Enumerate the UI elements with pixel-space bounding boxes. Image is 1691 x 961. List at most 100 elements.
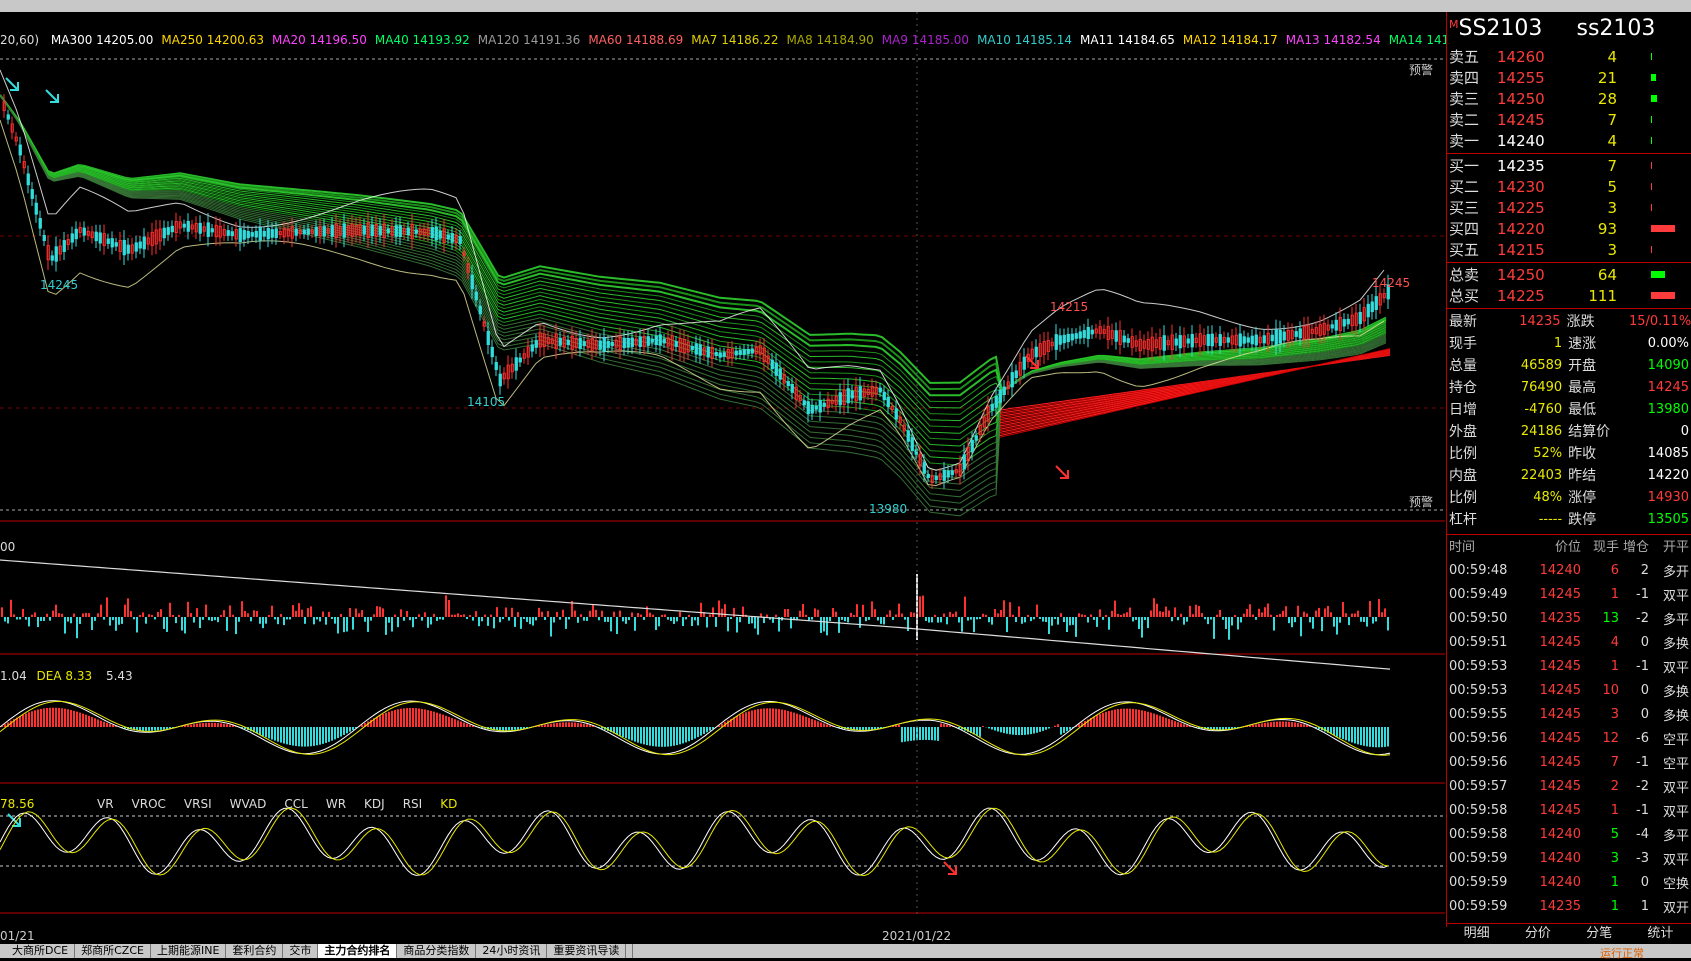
book-row-volume: 4 <box>1607 47 1617 66</box>
candle-body <box>890 406 894 410</box>
indicator-tab-rsi[interactable]: RSI <box>402 797 423 811</box>
book-row-price: 14230 <box>1497 177 1545 196</box>
candle-body <box>1054 334 1058 350</box>
ma-legend-prefix: 20,60) <box>0 33 40 47</box>
macd-line <box>0 700 1391 756</box>
indicator-tab-vroc[interactable]: VROC <box>131 797 166 811</box>
stat-row: 最新 14235 涨跌 15/0.11% <box>1449 310 1691 332</box>
trade-type: 双平 <box>1662 780 1689 796</box>
indicator-tab-ccl[interactable]: CCL <box>284 797 308 811</box>
trades-header-cell: 现手 <box>1592 540 1619 555</box>
indicator-tab-vrsi[interactable]: VRSI <box>183 797 212 811</box>
book-row-price: 14250 <box>1497 265 1545 284</box>
trade-type: 空平 <box>1662 756 1689 772</box>
candle-body <box>166 227 170 235</box>
panel-tab[interactable]: 统计 <box>1629 923 1691 943</box>
bottom-tab[interactable]: 大商所DCE <box>6 944 76 958</box>
panel-tab[interactable]: 明细 <box>1446 923 1508 943</box>
x-axis-left-date: 01/21 <box>0 929 35 943</box>
indicator-tab-vr[interactable]: VR <box>97 797 114 811</box>
bottom-tab[interactable]: 重要资讯导读 <box>547 944 627 958</box>
bottom-tab[interactable]: 商品分类指数 <box>397 944 477 958</box>
candle-body <box>646 336 650 346</box>
stat-value-2: 14245 <box>1647 379 1690 395</box>
kline-chart-area[interactable] <box>0 12 1445 927</box>
candle-body <box>390 226 394 236</box>
price-chart-svg[interactable] <box>0 12 1445 927</box>
bottom-tab[interactable]: 套利合约 <box>226 944 284 958</box>
panel-tab[interactable]: 分笔 <box>1568 923 1630 943</box>
panel-tab[interactable]: 分价 <box>1507 923 1569 943</box>
candle-body <box>522 353 526 359</box>
candle-body <box>802 400 806 406</box>
candle-body <box>1350 314 1354 327</box>
stat-value: 76490 <box>1520 379 1563 395</box>
ma-ribbon-red-line <box>999 348 1391 438</box>
indicator-tab-kd[interactable]: KD <box>440 797 458 811</box>
candle-body <box>858 386 862 401</box>
indicator-tab-wvad[interactable]: WVAD <box>229 797 267 811</box>
book-volume-bar <box>1651 116 1652 123</box>
ma-legend-item: MA60 14188.69 <box>588 33 684 47</box>
stat-label: 持仓 <box>1449 380 1477 396</box>
stat-label: 内盘 <box>1449 468 1477 484</box>
candle-body <box>1186 338 1190 344</box>
candle-body <box>358 224 362 236</box>
candle-body <box>206 222 210 237</box>
candle-body <box>486 330 490 346</box>
trade-price: 14245 <box>1539 802 1581 818</box>
candle-body <box>26 173 30 186</box>
candle-body <box>578 337 582 349</box>
candle-body <box>738 350 742 355</box>
candle-body <box>918 453 922 467</box>
candle-body <box>566 339 570 345</box>
candle-body <box>334 223 338 239</box>
candle-body <box>930 475 934 484</box>
candle-body <box>142 236 146 250</box>
book-row-price: 14260 <box>1497 47 1545 66</box>
candle-body <box>614 339 618 348</box>
book-row-label: 卖四 <box>1449 69 1480 87</box>
candle-body <box>298 229 302 235</box>
book-volume-bar <box>1651 95 1657 102</box>
candle-body <box>954 469 958 474</box>
bottom-tab[interactable]: 交市 <box>283 944 319 958</box>
book-row-price: 14255 <box>1497 68 1545 87</box>
window-toolbar <box>0 0 1691 12</box>
candle-body <box>674 341 678 347</box>
candle-body <box>950 470 954 476</box>
candle-body <box>1374 296 1378 311</box>
candle-body <box>622 337 626 349</box>
candle-body <box>874 386 878 395</box>
stat-value-2: 15/0.11% <box>1628 313 1691 329</box>
trade-price: 14245 <box>1539 586 1581 602</box>
book-row-label: 总卖 <box>1449 266 1480 284</box>
bottom-tab[interactable]: 上期能源INE <box>151 944 227 958</box>
candle-body <box>1126 338 1130 343</box>
candle-body <box>714 352 718 356</box>
bottom-tab[interactable]: 郑商所CZCE <box>75 944 151 958</box>
candle-body <box>1318 324 1322 336</box>
candle-body <box>138 241 142 249</box>
indicator-tab-kdj[interactable]: KDJ <box>364 797 385 811</box>
bottom-tab[interactable]: 主力合约排名 <box>318 944 398 958</box>
stat-value: 48% <box>1533 489 1563 505</box>
ma-legend-item: MA120 14191.36 <box>477 33 581 47</box>
candle-body <box>662 338 666 344</box>
candle-body <box>410 223 414 240</box>
indicator-tab-wr[interactable]: WR <box>325 797 347 811</box>
candle-body <box>882 391 886 401</box>
candle-body <box>814 405 818 410</box>
candle-body <box>834 395 838 405</box>
stat-label: 现手 <box>1449 336 1477 352</box>
trades-header: 时间 价位 现手 增仓 开平 <box>1449 536 1689 556</box>
candle-body <box>678 338 682 352</box>
bottom-tab[interactable]: 24小时资讯 <box>476 944 548 958</box>
book-row-volume: 28 <box>1597 89 1617 108</box>
candle-body <box>1074 333 1078 339</box>
book-row: 卖一 14240 4 <box>1449 130 1689 151</box>
candle-body <box>790 383 794 393</box>
candle-body <box>318 226 322 237</box>
candle-body <box>730 348 734 359</box>
candle-body <box>454 234 458 244</box>
